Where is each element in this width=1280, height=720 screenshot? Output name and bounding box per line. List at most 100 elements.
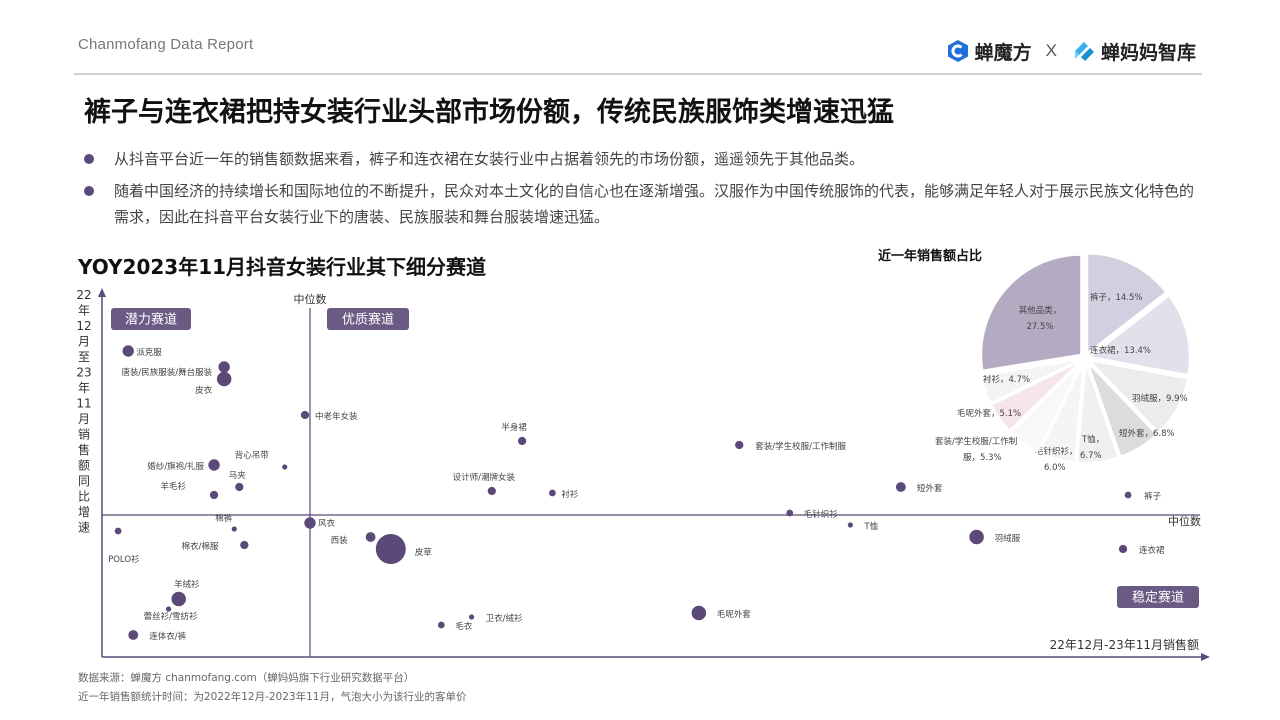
pie-slice — [1037, 362, 1085, 464]
data-point — [487, 486, 496, 496]
data-point — [235, 482, 244, 492]
data-point — [171, 591, 186, 607]
report-label: Chanmofang Data Report — [78, 36, 254, 53]
point-label: 羊毛衫 — [161, 481, 187, 492]
footnote-source: 数据来源：蝉魔方 chanmofang.com（蝉妈妈旗下行业研究数据平台） — [78, 672, 415, 684]
point-label: 衬衫 — [561, 489, 579, 500]
data-point — [549, 489, 556, 497]
pie-slice-label: 裤子，14.5% — [1090, 292, 1143, 303]
data-point — [786, 509, 794, 517]
data-point — [166, 606, 172, 612]
point-label: 棉裤 — [215, 513, 233, 524]
y-axis-title: 22 年 12 月至 23 年 11 月销售额同比增速 — [76, 288, 91, 535]
bullet-item: 随着中国经济的持续增长和国际地位的不断提升，民众对本土文化的自信心也在逐渐增强。… — [84, 178, 1194, 230]
pie-slice — [1009, 361, 1083, 453]
data-point — [847, 522, 853, 528]
data-point — [128, 630, 139, 640]
pie-slice-label: 羽绒服，9.9% — [1132, 393, 1188, 404]
pie-slice — [1086, 252, 1168, 356]
pie-slice — [980, 358, 1081, 405]
point-label: 连衣裙 — [1139, 545, 1165, 556]
x-axis-title: 22年12月-23年11月销售额 — [1050, 637, 1199, 652]
point-label: 卫衣/绒衫 — [486, 613, 523, 624]
page-title: 裤子与连衣裙把持女装行业头部市场份额，传统民族服饰类增速迅猛 — [84, 97, 894, 128]
point-label: 皮草 — [415, 547, 433, 558]
quadrant-stable-box — [1117, 586, 1199, 608]
point-label: 套装/学生校服/工作制服 — [755, 441, 846, 452]
bullet-text: 随着中国经济的持续增长和国际地位的不断提升，民众对本土文化的自信心也在逐渐增强。… — [114, 182, 1195, 226]
data-point — [365, 532, 376, 542]
pie-slice-label: 短外套，6.8% — [1119, 428, 1175, 439]
bullet-item: 从抖音平台近一年的销售额数据来看，裤子和连衣裙在女装行业中占据着领先的市场份额，… — [84, 146, 1194, 172]
point-label: 派克服 — [136, 348, 162, 358]
data-point — [122, 345, 134, 357]
point-label: 设计师/潮牌女装 — [453, 472, 516, 483]
pie-slice — [980, 253, 1083, 372]
data-point — [231, 526, 237, 532]
data-point — [691, 605, 707, 621]
point-label: 半身裙 — [501, 422, 527, 433]
point-label: T恤 — [863, 521, 878, 532]
point-label: 背心吊带 — [235, 450, 270, 461]
pie-chart: 裤子，14.5% 连衣裙，13.4% 羽绒服，9.9% 短外套，6.8% T恤， 6.7%… — [935, 252, 1191, 473]
data-point — [240, 540, 249, 550]
footnote-timeframe: 近一年销售额统计时间：为2022年12月-2023年11月，气泡大小为该行业的客… — [78, 691, 467, 703]
data-point — [469, 614, 475, 620]
quadrant-potential-box — [111, 308, 191, 330]
data-point — [735, 440, 744, 450]
quadrant-potential-label: 潜力赛道 — [125, 312, 177, 328]
data-point — [1118, 544, 1128, 554]
pie-slice-label: 毛针织衫， 6.0% — [1035, 446, 1078, 473]
data-point — [282, 464, 288, 470]
header-divider — [74, 73, 1202, 75]
y-median-label: 中位数 — [1168, 514, 1201, 528]
scatter-title: YOY2023年11月抖音女装行业其下细分赛道 — [78, 255, 487, 279]
pie-slice-label: 套装/学生校服/工作制服，5.3% — [935, 436, 1017, 463]
point-label: 短外套 — [917, 483, 943, 494]
data-point — [517, 436, 527, 446]
point-label: 羽绒服 — [995, 533, 1021, 544]
y-axis-arrow — [98, 288, 106, 297]
point-label: 婚纱/旗袍/礼服 — [147, 461, 204, 472]
pie-slice — [1087, 294, 1191, 377]
bullet-text: 从抖音平台近一年的销售额数据来看，裤子和连衣裙在女装行业中占据着领先的市场份额，… — [114, 150, 865, 168]
chanmofang-icon — [947, 40, 968, 62]
chanmofang-logo: 蝉魔方 — [945, 38, 1032, 65]
logo-separator: X — [1045, 41, 1057, 60]
pie-slice — [1076, 362, 1120, 464]
pie-slice-label: 连衣裙，13.4% — [1090, 345, 1151, 356]
point-label: 裤子 — [1144, 491, 1162, 502]
pie-slice — [1086, 358, 1189, 434]
x-axis-arrow — [1201, 653, 1210, 661]
point-label: POLO衫 — [108, 554, 140, 565]
data-point — [375, 534, 406, 564]
pie-slice-label: 毛呢外套，5.1% — [957, 408, 1021, 419]
pie-slice — [989, 359, 1082, 433]
pie-slice-label: T恤， 6.7% — [1080, 434, 1104, 461]
brand-logos: 蝉魔方 X 蝉妈妈智库 — [945, 34, 1196, 68]
point-label: 毛针织衫 — [804, 509, 839, 520]
data-point — [969, 529, 984, 545]
quadrant-quality-box — [327, 308, 409, 330]
point-label: 唐装/民族服装/舞台服装 — [121, 367, 212, 378]
data-point — [209, 490, 219, 500]
pie-title: 近一年销售额占比 — [878, 249, 983, 264]
data-point — [218, 361, 230, 373]
brand1-name: 蝉魔方 — [974, 41, 1032, 64]
brand2-name: 蝉妈妈智库 — [1100, 41, 1196, 64]
data-point — [216, 371, 232, 387]
point-label: 蕾丝衫/雪纺衫 — [144, 611, 198, 622]
chanmama-logo: 蝉妈妈智库 — [1071, 38, 1196, 65]
bullet-dot — [84, 154, 94, 164]
data-point — [208, 459, 220, 471]
point-label: 连体衣/裤 — [149, 631, 186, 642]
x-median-label: 中位数 — [294, 292, 327, 306]
quadrant-stable-label: 稳定赛道 — [1132, 590, 1184, 606]
point-label: 毛呢外套 — [717, 609, 752, 620]
point-label: 棉衣/棉服 — [181, 541, 218, 552]
pie-slice — [1086, 361, 1159, 458]
data-point — [304, 517, 316, 529]
point-label: 羊绒衫 — [174, 579, 200, 590]
